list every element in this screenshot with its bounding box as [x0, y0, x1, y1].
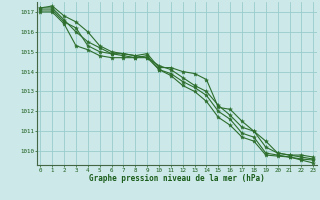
X-axis label: Graphe pression niveau de la mer (hPa): Graphe pression niveau de la mer (hPa) — [89, 174, 265, 183]
